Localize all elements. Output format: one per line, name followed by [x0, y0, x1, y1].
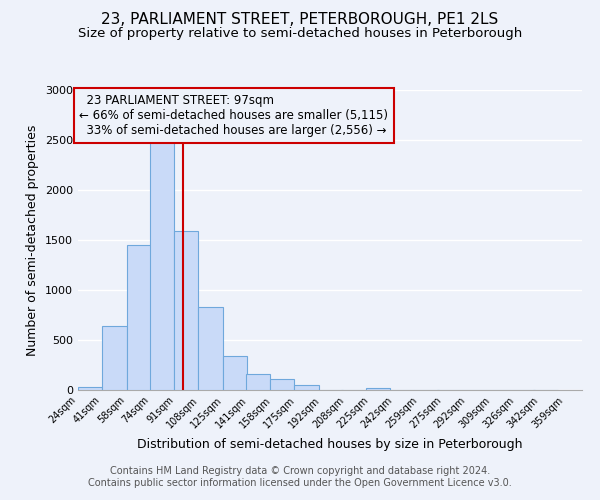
Bar — [174, 231, 198, 390]
Text: Contains HM Land Registry data © Crown copyright and database right 2024.
Contai: Contains HM Land Registry data © Crown c… — [88, 466, 512, 487]
Bar — [223, 356, 247, 390]
Bar — [366, 388, 390, 390]
Bar — [294, 385, 319, 390]
X-axis label: Distribution of semi-detached houses by size in Peterborough: Distribution of semi-detached houses by … — [137, 438, 523, 451]
Bar — [127, 245, 151, 390]
Bar — [78, 386, 103, 390]
Bar — [270, 379, 294, 390]
Y-axis label: Number of semi-detached properties: Number of semi-detached properties — [26, 124, 40, 356]
Bar — [245, 374, 270, 390]
Text: 23 PARLIAMENT STREET: 97sqm
← 66% of semi-detached houses are smaller (5,115)
  : 23 PARLIAMENT STREET: 97sqm ← 66% of sem… — [79, 94, 388, 137]
Bar — [149, 140, 174, 390]
Text: 23, PARLIAMENT STREET, PETERBOROUGH, PE1 2LS: 23, PARLIAMENT STREET, PETERBOROUGH, PE1… — [101, 12, 499, 28]
Text: Size of property relative to semi-detached houses in Peterborough: Size of property relative to semi-detach… — [78, 28, 522, 40]
Bar — [198, 307, 223, 390]
Bar — [103, 326, 127, 390]
